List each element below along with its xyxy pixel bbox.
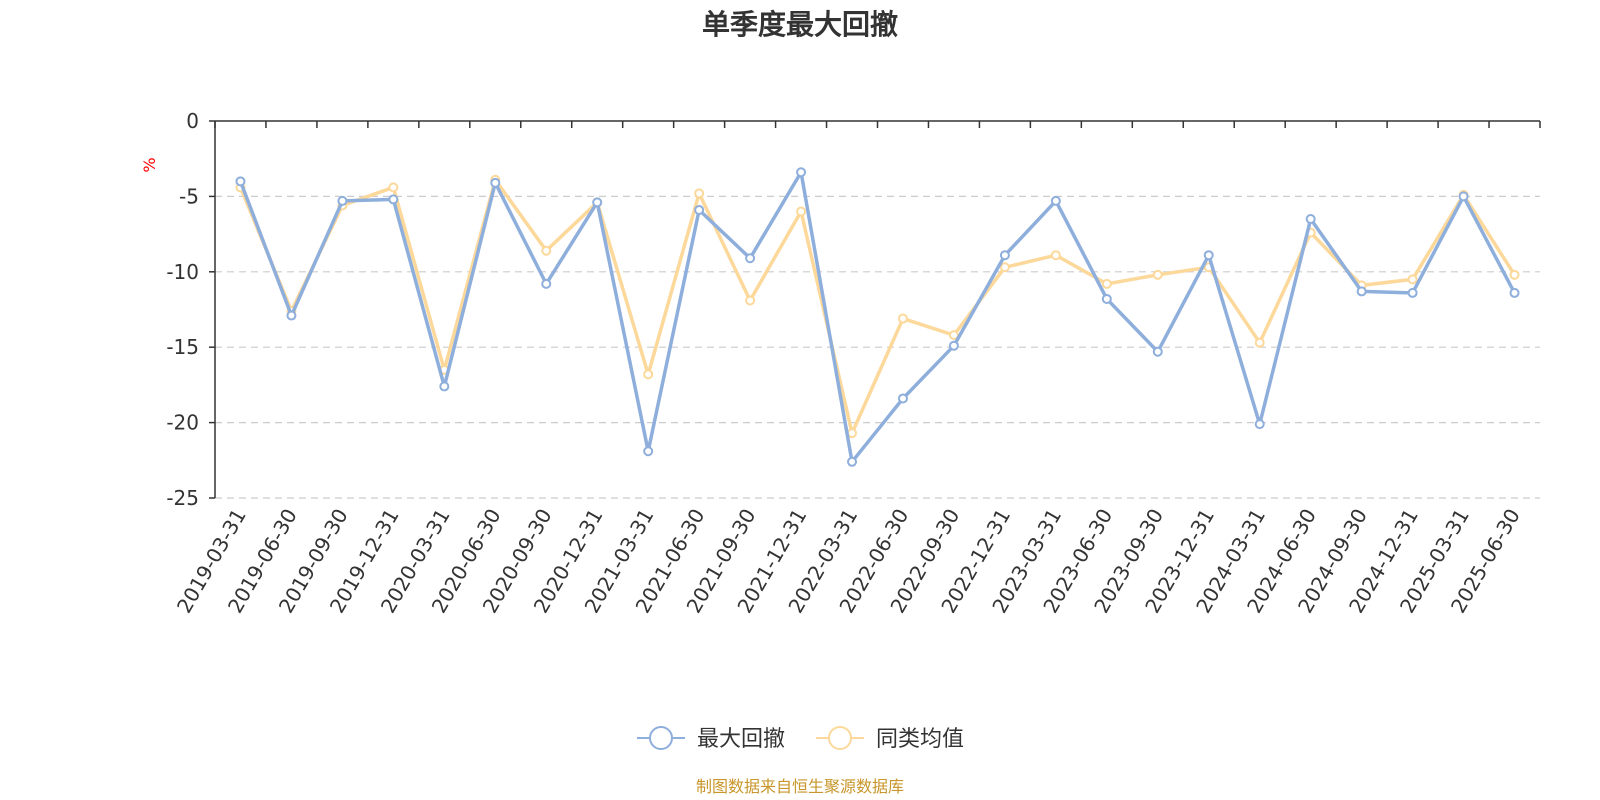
y-tick-label: 0	[186, 109, 199, 133]
data-point[interactable]	[1407, 287, 1418, 298]
data-point[interactable]	[1509, 269, 1520, 280]
data-point[interactable]	[694, 188, 705, 199]
data-point[interactable]	[388, 182, 399, 193]
data-point[interactable]	[1254, 419, 1265, 430]
data-point[interactable]	[1152, 269, 1163, 280]
y-axis-unit: %	[140, 157, 159, 172]
y-tick-label: -25	[166, 486, 199, 510]
data-point[interactable]	[1101, 293, 1112, 304]
data-point[interactable]	[694, 204, 705, 215]
x-tick-labels: 2019-03-312019-06-302019-09-302019-12-31…	[172, 504, 1525, 617]
data-point[interactable]	[1254, 337, 1265, 348]
series-line	[238, 170, 1517, 464]
data-point[interactable]	[847, 456, 858, 467]
data-point[interactable]	[1356, 286, 1367, 297]
data-point[interactable]	[643, 369, 654, 380]
data-point[interactable]	[999, 250, 1010, 261]
data-point[interactable]	[490, 177, 501, 188]
axes	[209, 120, 1541, 499]
data-point[interactable]	[643, 446, 654, 457]
series-lines	[235, 167, 1520, 467]
data-point[interactable]	[745, 295, 756, 306]
series-line	[238, 178, 1516, 435]
legend-marker-icon	[649, 726, 673, 750]
data-point[interactable]	[1152, 346, 1163, 357]
legend: 最大回撤 同类均值	[637, 726, 964, 752]
data-point[interactable]	[592, 197, 603, 208]
y-tick-labels: 0 -5 -10 -15 -20 -25	[166, 109, 199, 510]
data-point[interactable]	[897, 313, 908, 324]
legend-label: 同类均值	[876, 727, 964, 752]
data-point[interactable]	[1509, 287, 1520, 298]
data-point[interactable]	[388, 194, 399, 205]
data-point[interactable]	[1050, 195, 1061, 206]
legend-marker-icon	[828, 726, 852, 750]
data-point[interactable]	[1458, 191, 1469, 202]
data-point[interactable]	[1305, 214, 1316, 225]
grid-lines	[215, 195, 1540, 499]
data-point[interactable]	[897, 393, 908, 404]
series-1	[235, 167, 1520, 467]
legend-label: 最大回撤	[697, 727, 785, 752]
data-point[interactable]	[235, 176, 246, 187]
y-tick-label: -5	[179, 184, 199, 208]
legend-item[interactable]: 同类均值	[816, 726, 964, 752]
data-point[interactable]	[1407, 274, 1418, 285]
data-point[interactable]	[1101, 278, 1112, 289]
data-point[interactable]	[541, 245, 552, 256]
data-point[interactable]	[541, 278, 552, 289]
source-note: 制图数据来自恒生聚源数据库	[696, 777, 904, 796]
data-point[interactable]	[796, 167, 807, 178]
data-point[interactable]	[286, 310, 297, 321]
y-tick-label: -20	[166, 411, 199, 435]
data-point[interactable]	[745, 253, 756, 264]
series-2	[235, 174, 1520, 439]
y-tick-label: -10	[166, 260, 199, 284]
data-point[interactable]	[439, 381, 450, 392]
data-point[interactable]	[337, 195, 348, 206]
data-point[interactable]	[1203, 250, 1214, 261]
legend-item[interactable]: 最大回撤	[637, 726, 785, 752]
chart-title: 单季度最大回撤	[702, 8, 898, 41]
data-point[interactable]	[796, 206, 807, 217]
data-point[interactable]	[948, 340, 959, 351]
y-tick-label: -15	[166, 335, 199, 359]
data-point[interactable]	[999, 262, 1010, 273]
data-point[interactable]	[1050, 250, 1061, 261]
